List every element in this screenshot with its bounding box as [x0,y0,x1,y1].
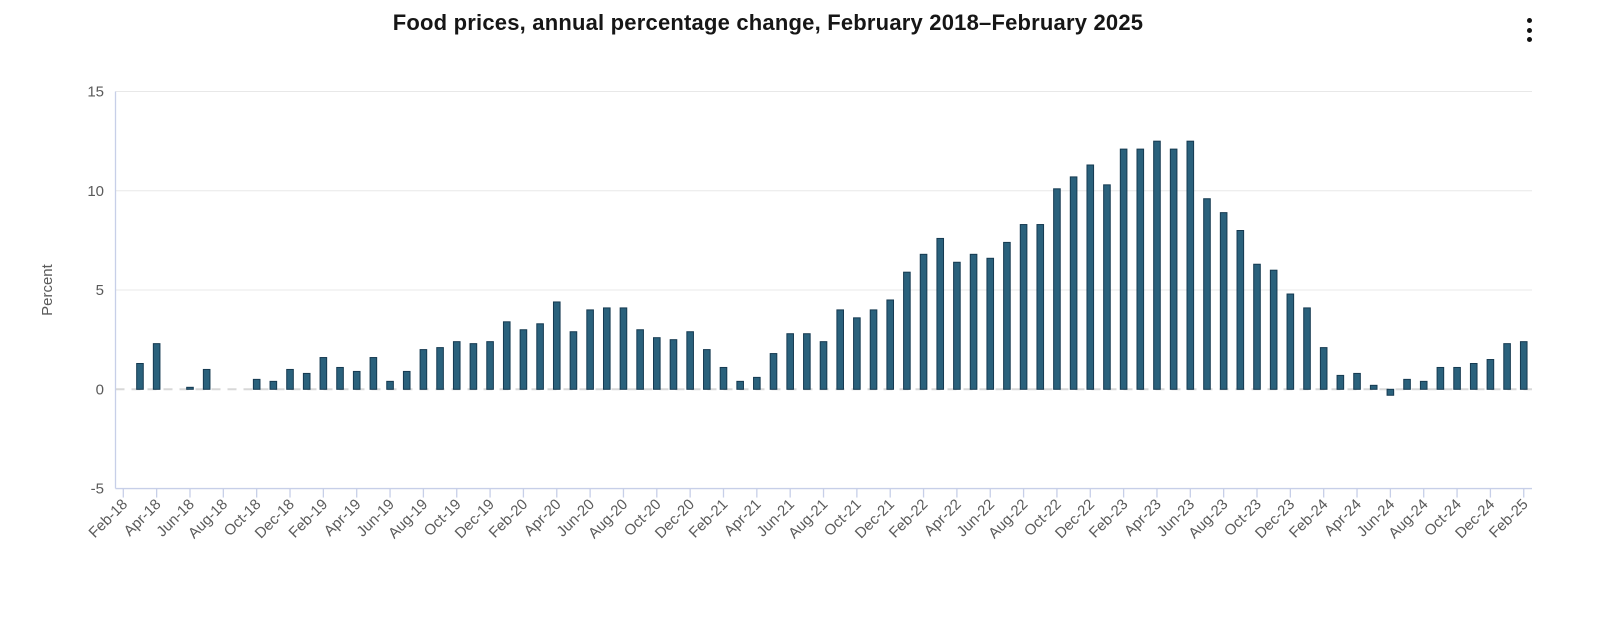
bar-Jun-22[interactable] [986,257,995,390]
bar-May-22[interactable] [969,253,978,390]
bar-Dec-18[interactable] [286,368,294,390]
bar-Aug-20[interactable] [619,307,628,390]
bar-Oct-24[interactable] [1453,366,1461,390]
kebab-menu-icon [1526,37,1532,42]
bar-Nov-22[interactable] [1069,176,1078,390]
bar-Sep-24[interactable] [1436,366,1445,390]
bar-Nov-20[interactable] [669,339,678,390]
bar-Jul-20[interactable] [602,307,611,390]
bar-Sep-19[interactable] [436,347,444,390]
y-tick-label--5: -5 [91,481,104,498]
bar-May-20[interactable] [569,331,578,390]
bar-Jul-18[interactable] [202,368,211,390]
x-tick-label-Feb-18: Feb-18 [85,496,131,542]
bar-Jul-21[interactable] [803,333,811,390]
bar-Feb-19[interactable] [319,357,328,390]
bar-Jun-18[interactable] [186,386,194,390]
bar-Apr-21[interactable] [753,376,761,390]
y-tick-label-0: 0 [96,381,104,398]
bar-Mar-22[interactable] [936,237,945,390]
bar-Oct-21[interactable] [853,317,861,390]
bar-Apr-22[interactable] [953,261,961,390]
bar-Jul-22[interactable] [1003,241,1011,390]
bar-Jan-23[interactable] [1103,184,1111,390]
y-tick-label-15: 15 [87,84,104,101]
bar-Nov-23[interactable] [1269,269,1278,390]
bar-Sep-20[interactable] [636,329,644,390]
bar-Jul-19[interactable] [402,370,411,390]
bar-Feb-25[interactable] [1519,341,1528,390]
bar-Jul-24[interactable] [1403,378,1411,390]
bar-Apr-24[interactable] [1353,372,1361,390]
bar-Jan-20[interactable] [502,321,511,390]
bar-Nov-21[interactable] [869,309,878,390]
bar-Sep-23[interactable] [1236,230,1245,390]
bar-Apr-20[interactable] [552,301,561,390]
y-tick-label-10: 10 [87,183,104,200]
bar-Nov-24[interactable] [1469,362,1478,390]
bar-Jan-24[interactable] [1303,307,1311,390]
bar-Oct-19[interactable] [452,341,461,390]
bar-Nov-18[interactable] [269,380,278,390]
bar-May-23[interactable] [1169,148,1178,390]
bar-Oct-18[interactable] [252,378,261,390]
bar-Mar-20[interactable] [536,323,544,390]
bar-Aug-19[interactable] [419,349,428,390]
bar-Oct-22[interactable] [1053,188,1061,390]
bar-May-24[interactable] [1369,384,1378,390]
bar-May-19[interactable] [369,357,378,390]
bar-Jul-23[interactable] [1203,198,1211,390]
bar-Jan-21[interactable] [703,349,711,390]
bar-Feb-22[interactable] [919,253,928,390]
bar-Jan-22[interactable] [903,271,911,390]
bar-Mar-24[interactable] [1336,374,1345,390]
bar-Feb-23[interactable] [1119,148,1128,390]
bar-Oct-23[interactable] [1253,263,1261,390]
bar-Sep-21[interactable] [836,309,844,390]
bar-Aug-22[interactable] [1019,224,1028,390]
bar-Aug-24[interactable] [1419,380,1428,390]
bar-Jun-20[interactable] [586,309,594,390]
bar-Jun-23[interactable] [1186,140,1195,390]
y-axis-title: Percent [39,263,56,316]
bar-Sep-22[interactable] [1036,224,1045,390]
kebab-menu-icon [1526,18,1532,23]
context-menu-button[interactable] [1516,10,1542,50]
bar-Mar-18[interactable] [136,362,144,390]
bar-Mar-19[interactable] [336,366,344,390]
bar-Dec-24[interactable] [1486,359,1495,390]
bar-Apr-19[interactable] [352,370,361,390]
bar-Dec-19[interactable] [486,341,494,390]
y-tick-label-5: 5 [96,282,104,299]
bar-Mar-23[interactable] [1136,148,1145,390]
bar-Apr-23[interactable] [1153,140,1161,390]
bar-May-21[interactable] [769,353,778,390]
bar-Aug-23[interactable] [1219,212,1228,390]
bar-Oct-20[interactable] [653,337,661,390]
bar-Jun-21[interactable] [786,333,794,390]
bar-Feb-21[interactable] [719,366,728,390]
chart-title: Food prices, annual percentage change, F… [392,10,1144,35]
bar-Feb-24[interactable] [1319,347,1328,390]
bar-Dec-22[interactable] [1086,164,1095,390]
bar-Jan-25[interactable] [1503,343,1511,390]
bar-Aug-21[interactable] [819,341,828,390]
bar-Jan-19[interactable] [302,372,311,390]
kebab-menu-icon [1526,27,1532,33]
bar-Mar-21[interactable] [736,380,744,390]
bar-Jun-24[interactable] [1386,388,1395,396]
bar-Dec-21[interactable] [886,299,895,390]
bar-Apr-18[interactable] [152,343,161,390]
bar-Dec-23[interactable] [1286,293,1295,390]
bar-Jun-19[interactable] [386,380,394,390]
bar-Feb-20[interactable] [519,329,528,390]
bar-Nov-19[interactable] [469,343,478,390]
bar-Dec-20[interactable] [686,331,694,390]
